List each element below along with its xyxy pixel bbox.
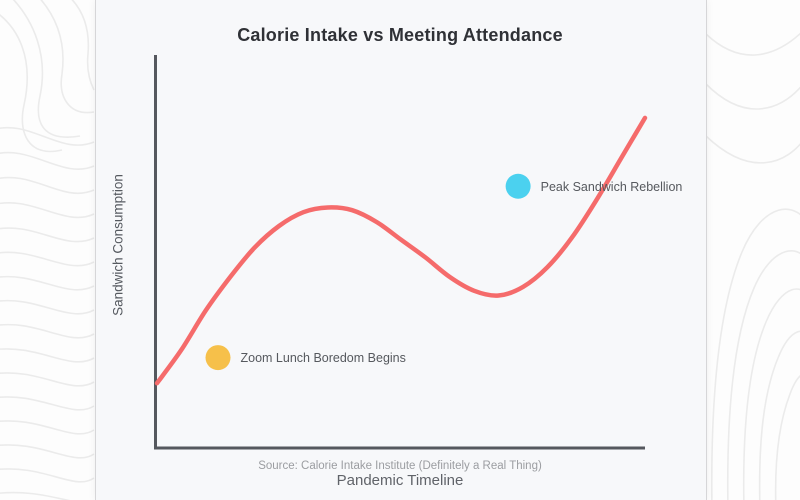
annotation-marker <box>205 345 231 371</box>
source-note: Source: Calorie Intake Institute (Defini… <box>258 460 542 472</box>
annotation-label: Zoom Lunch Boredom Begins <box>241 351 406 365</box>
annotation-marker <box>505 173 531 199</box>
chart-card <box>95 0 707 500</box>
annotation-sandwich-rebellion: Peak Sandwich Rebellion <box>505 173 683 199</box>
chart-title: Calorie Intake vs Meeting Attendance <box>237 25 563 45</box>
trend-curve <box>154 115 648 386</box>
annotation-zoom-lunch: Zoom Lunch Boredom Begins <box>205 345 406 371</box>
x-axis-label: Pandemic Timeline <box>336 472 464 489</box>
annotation-label: Peak Sandwich Rebellion <box>541 180 683 194</box>
